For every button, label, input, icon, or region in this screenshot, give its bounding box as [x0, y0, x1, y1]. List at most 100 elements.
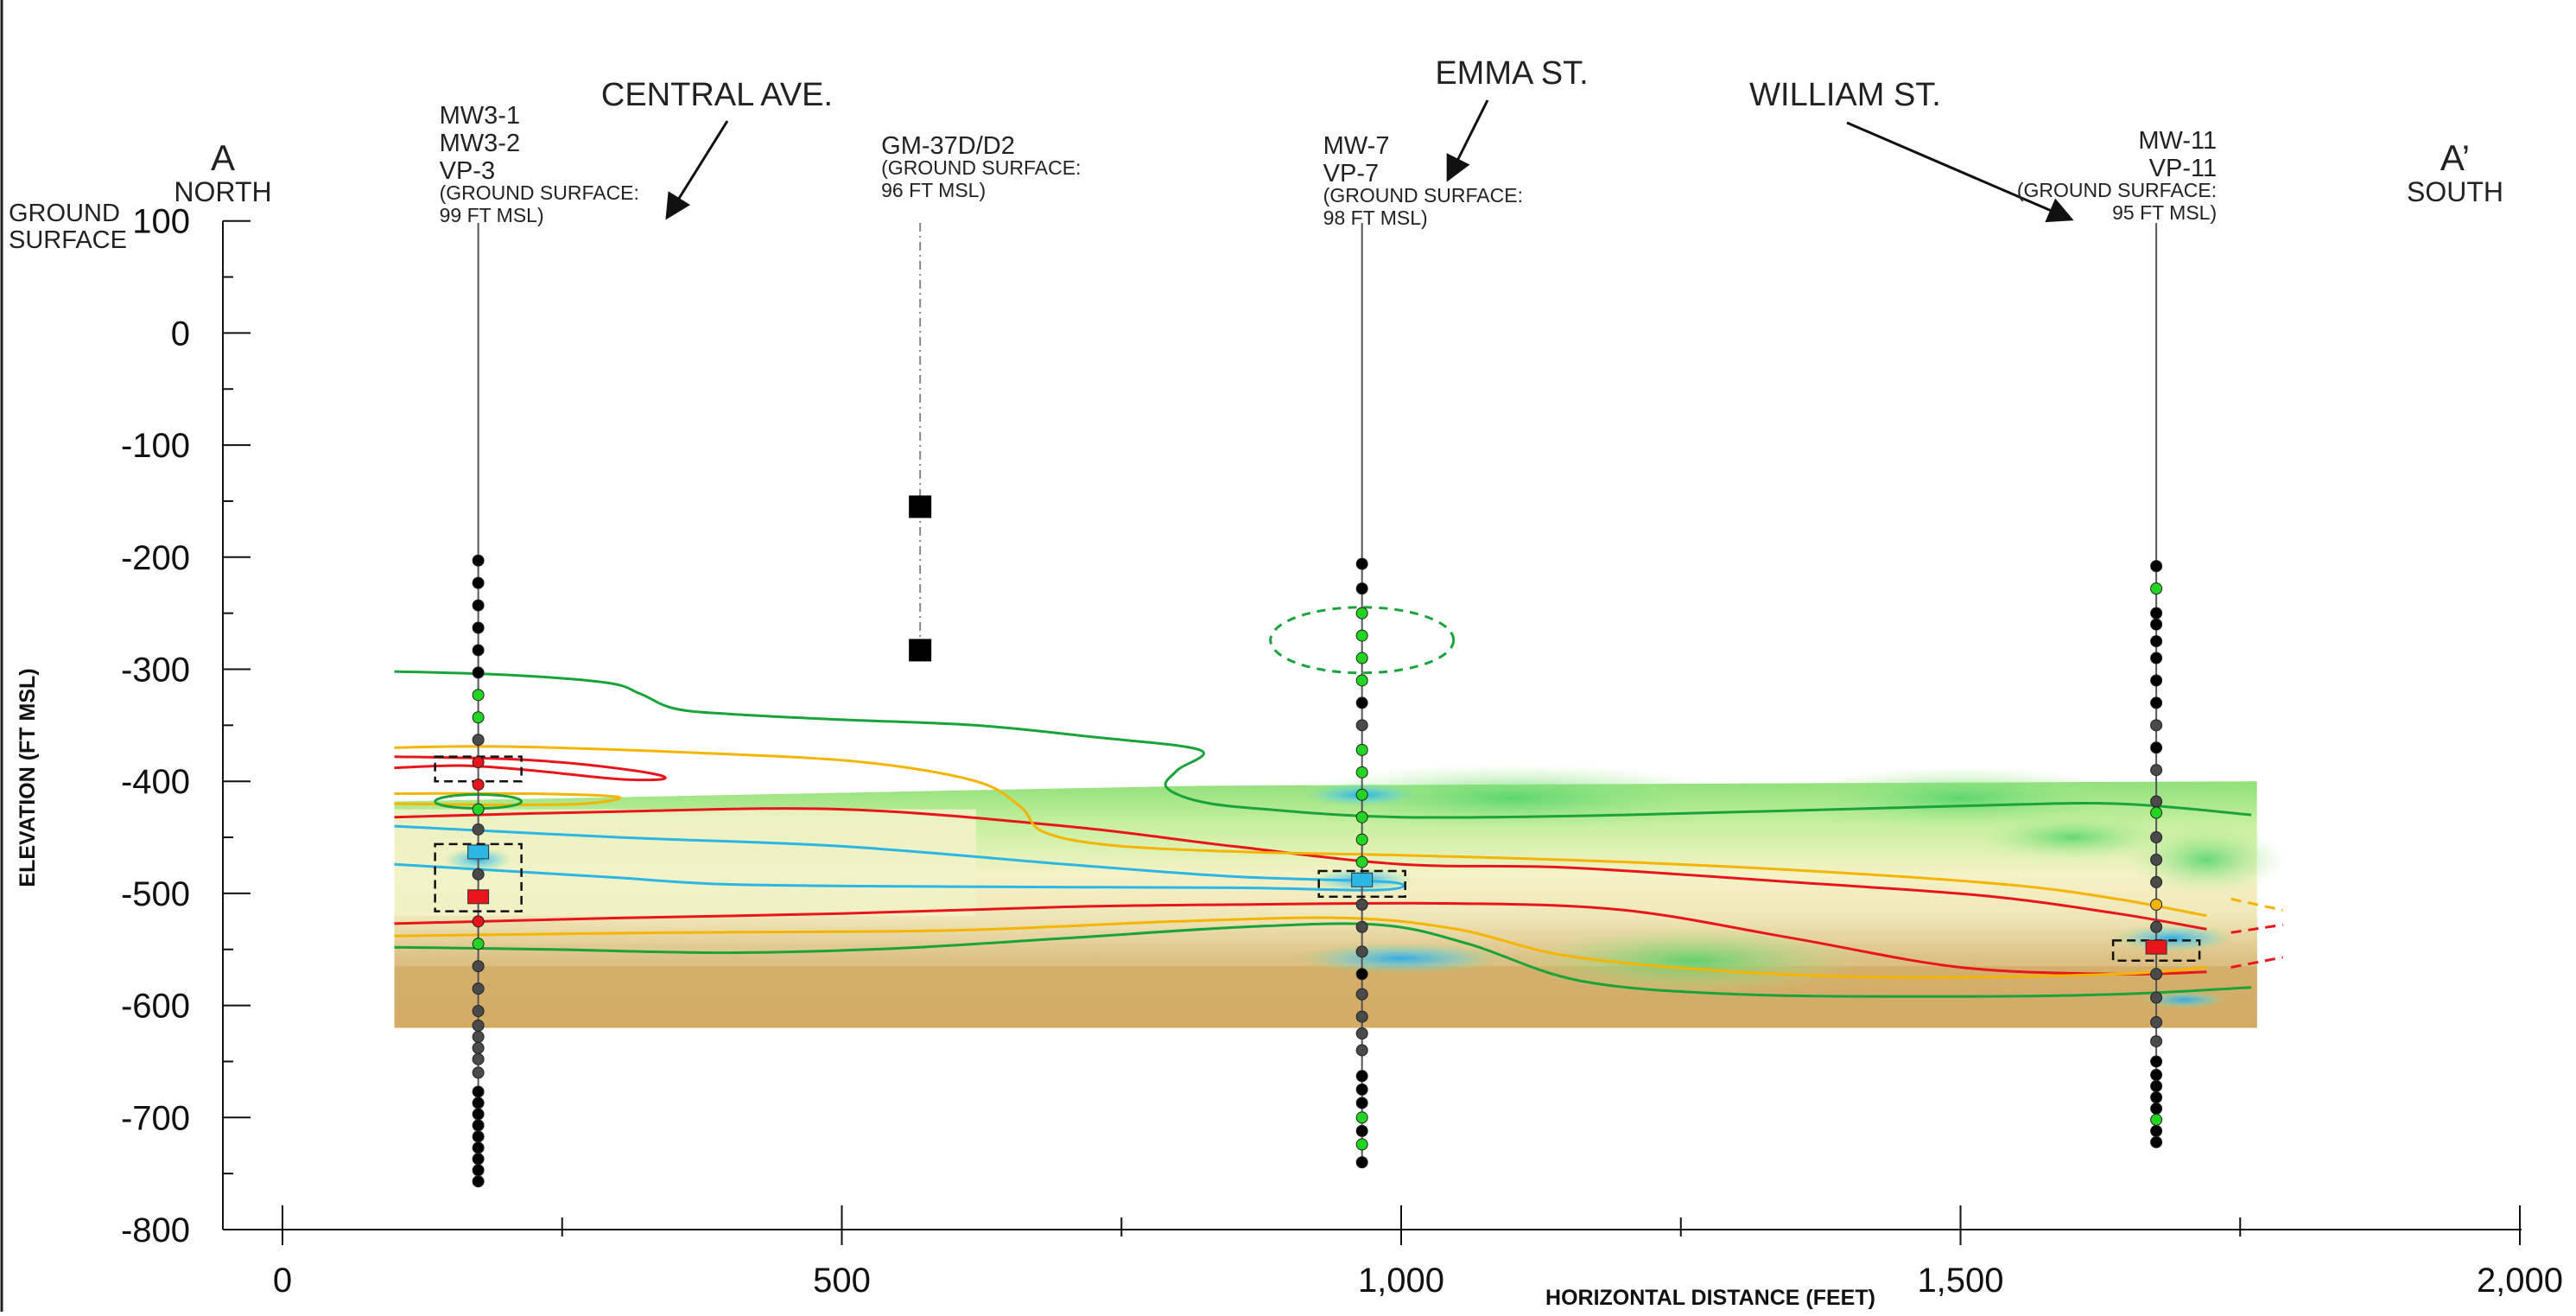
sample-point — [473, 600, 484, 611]
green-patch — [1977, 815, 2167, 860]
sample-point — [473, 1165, 484, 1176]
sample-point — [1356, 899, 1367, 910]
x-tick-label: 1,000 — [1358, 1262, 1444, 1300]
y-tick-label: -700 — [121, 1099, 190, 1137]
well-1: GM-37D/D2(GROUND SURFACE:96 FT MSL) — [881, 132, 1081, 661]
sample-point — [1356, 1045, 1367, 1056]
sample-point — [473, 690, 484, 701]
sample-point — [1356, 811, 1367, 823]
sample-point — [2151, 1070, 2162, 1081]
well-ground-surface: 99 FT MSL) — [440, 204, 544, 226]
sample-point — [1356, 744, 1367, 755]
sample-point — [473, 1120, 484, 1131]
sample-point — [2151, 1036, 2162, 1047]
well-ground-surface: 96 FT MSL) — [881, 179, 986, 201]
sample-point — [2151, 807, 2162, 818]
sample-point — [473, 1176, 484, 1187]
sample-point — [473, 938, 484, 950]
sample-point — [2151, 1114, 2162, 1125]
section-end-label: A’ — [2440, 137, 2470, 178]
sample-point — [1356, 720, 1367, 731]
screen-marker — [468, 890, 489, 904]
well-label: MW3-1 — [440, 102, 520, 130]
ground-surface-label-2: SURFACE — [9, 226, 127, 254]
sample-point — [2151, 697, 2162, 709]
sample-point — [2151, 832, 2162, 843]
x-tick-label: 2,000 — [2477, 1262, 2563, 1300]
sample-point — [473, 1086, 484, 1097]
street-label-central-ave: CENTRAL AVE. — [601, 77, 833, 113]
y-tick-label: -800 — [121, 1211, 190, 1249]
sample-point — [473, 983, 484, 995]
sample-point — [473, 667, 484, 678]
sample-point — [2151, 1125, 2162, 1136]
sample-point — [473, 1097, 484, 1109]
screen-marker — [1352, 873, 1373, 887]
sample-point — [2151, 1103, 2162, 1114]
sample-point — [473, 645, 484, 656]
well-ground-surface: (GROUND SURFACE: — [1323, 184, 1523, 207]
sample-point — [473, 1042, 484, 1053]
x-tick-label: 0 — [273, 1262, 292, 1300]
sample-point — [473, 577, 484, 588]
sample-point — [1356, 1084, 1367, 1095]
sample-point — [473, 1053, 484, 1065]
sample-point — [1356, 1125, 1367, 1136]
street-label-emma-st: EMMA ST. — [1435, 55, 1588, 92]
sample-point — [1356, 989, 1367, 1000]
sample-point — [2151, 765, 2162, 776]
sample-point — [473, 1154, 484, 1165]
x-tick-label: 500 — [813, 1262, 871, 1300]
well-ground-surface: (GROUND SURFACE: — [440, 181, 639, 204]
blue-hotspot — [2113, 925, 2234, 952]
sample-point — [1356, 1071, 1367, 1082]
sample-point — [1356, 969, 1367, 980]
sample-point — [1356, 1112, 1367, 1123]
well-ground-surface: (GROUND SURFACE: — [2017, 179, 2217, 201]
y-tick-label: -600 — [121, 988, 190, 1026]
sample-point — [473, 1131, 484, 1142]
sample-point — [473, 712, 484, 723]
sample-point — [1356, 1139, 1367, 1150]
well-ground-surface: 98 FT MSL) — [1323, 207, 1428, 229]
y-tick-label: -100 — [121, 427, 190, 465]
x-ticks: 0 500 1,000 1,500 2,000 — [273, 1205, 2563, 1300]
sample-point — [1356, 1028, 1367, 1039]
sample-point — [2151, 969, 2162, 980]
sample-point — [2151, 796, 2162, 807]
well-ground-surface: (GROUND SURFACE: — [881, 156, 1081, 179]
sample-point — [473, 734, 484, 746]
well-ground-surface: 95 FT MSL) — [2112, 201, 2217, 224]
sample-point — [473, 1006, 484, 1017]
blue-hotspot — [1298, 943, 1505, 974]
sample-point — [473, 622, 484, 633]
sample-point — [473, 1142, 484, 1154]
sample-point — [1356, 558, 1367, 569]
screen-marker — [2146, 940, 2167, 954]
sample-point — [2151, 1056, 2162, 1067]
sample-point — [1356, 856, 1367, 868]
y-tick-label: -200 — [121, 539, 190, 577]
y-tick-label: 0 — [171, 315, 190, 353]
x-tick-label: 1,500 — [1917, 1262, 2003, 1300]
sample-point — [1356, 1097, 1367, 1109]
sample-point — [2151, 1091, 2162, 1103]
street-label-william-st: WILLIAM ST. — [1749, 77, 1941, 113]
sample-point — [1356, 675, 1367, 686]
sample-point — [2151, 1136, 2162, 1148]
well-screen-square — [909, 495, 931, 518]
sample-point — [1356, 1157, 1367, 1168]
sample-point — [1356, 789, 1367, 800]
sample-point — [2151, 742, 2162, 753]
sample-point — [1356, 946, 1367, 957]
sample-point — [1356, 630, 1367, 641]
sample-point — [2151, 652, 2162, 664]
section-end-direction: SOUTH — [2407, 176, 2503, 207]
sample-point — [2151, 921, 2162, 932]
sample-point — [2151, 636, 2162, 647]
y-tick-label: 100 — [132, 203, 190, 241]
sample-point — [473, 555, 484, 566]
concentration-field — [395, 764, 2285, 1028]
sample-point — [1356, 766, 1367, 778]
